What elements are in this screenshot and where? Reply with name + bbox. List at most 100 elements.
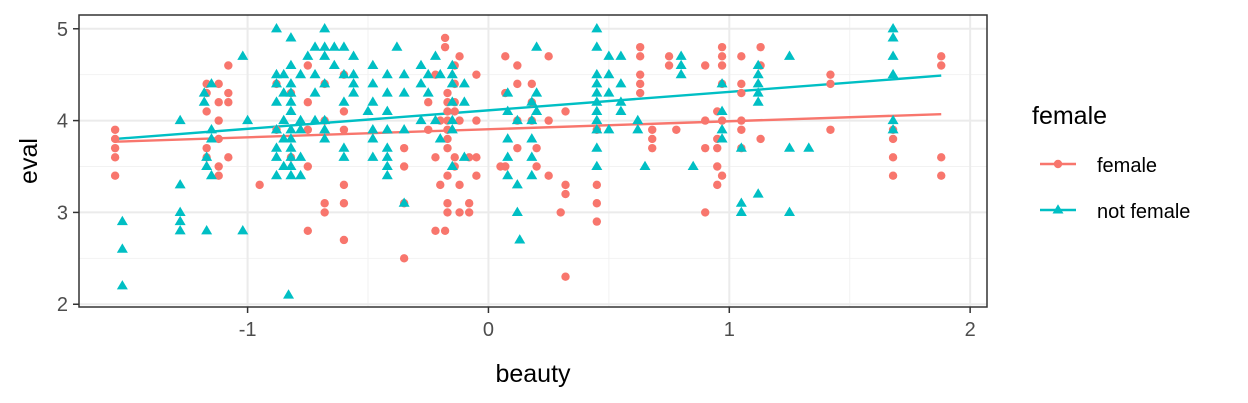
point-triangle [201, 160, 213, 171]
point-triangle [458, 96, 470, 106]
point-triangle [887, 22, 899, 33]
point-triangle [338, 96, 350, 106]
point-circle [501, 162, 510, 171]
point-triangle [615, 50, 627, 60]
point-triangle [285, 87, 297, 97]
point-triangle [270, 123, 282, 134]
point-triangle [639, 160, 651, 171]
point-triangle [603, 50, 615, 60]
point-circle [303, 162, 313, 171]
point-triangle [391, 41, 403, 51]
point-triangle [687, 160, 699, 171]
y-tick-label: 5 [57, 19, 68, 41]
point-circle [713, 162, 722, 171]
x-tick-label: 0 [483, 319, 494, 341]
point-triangle [415, 114, 427, 125]
point-circle [635, 42, 645, 52]
point-triangle [295, 114, 307, 125]
point-circle [464, 208, 474, 217]
y-tick-label: 2 [57, 294, 68, 316]
point-triangle [526, 96, 538, 106]
point-triangle [295, 68, 307, 79]
point-triangle [237, 50, 249, 60]
point-circle [214, 134, 223, 144]
point-triangle [205, 169, 217, 180]
point-circle [701, 116, 710, 125]
point-circle [717, 42, 727, 52]
point-triangle [526, 151, 538, 161]
point-triangle [632, 114, 644, 125]
x-tick-label: 1 [724, 319, 735, 341]
point-triangle [398, 197, 410, 207]
point-triangle [716, 78, 728, 88]
point-circle [556, 208, 565, 217]
point-triangle [285, 123, 297, 134]
point-triangle [302, 50, 314, 60]
point-triangle [735, 142, 747, 152]
point-triangle [295, 169, 307, 180]
point-circle [214, 162, 223, 171]
point-triangle [348, 78, 360, 88]
point-triangle [752, 78, 764, 88]
point-triangle [591, 160, 603, 171]
point-triangle [367, 123, 379, 134]
point-triangle [285, 105, 297, 115]
plot-panel-border [78, 14, 988, 308]
point-triangle [338, 68, 350, 79]
point-circle [110, 125, 120, 134]
y-tick-label: 4 [57, 111, 68, 133]
point-circle [455, 52, 464, 61]
point-triangle [752, 59, 764, 70]
point-circle [472, 116, 481, 125]
point-circle [592, 199, 602, 208]
point-triangle [429, 50, 441, 60]
point-circle [303, 98, 313, 107]
legend-key-triangle [1052, 204, 1064, 214]
point-triangle [887, 68, 899, 79]
point-circle [110, 134, 120, 144]
point-circle [513, 143, 522, 153]
point-circle [440, 33, 450, 43]
point-triangle [381, 160, 393, 171]
point-triangle [174, 179, 186, 189]
point-triangle [511, 114, 523, 125]
point-triangle [270, 68, 282, 79]
point-circle [443, 143, 452, 153]
point-triangle [174, 215, 186, 226]
point-triangle [367, 133, 379, 143]
point-triangle [367, 96, 379, 106]
point-triangle [319, 50, 331, 60]
point-triangle [632, 123, 644, 134]
point-circle [737, 88, 746, 98]
point-triangle [381, 105, 393, 115]
point-circle [532, 162, 541, 171]
point-circle [443, 199, 452, 208]
point-triangle [285, 133, 297, 143]
point-circle [464, 199, 474, 208]
point-circle [339, 180, 349, 190]
point-triangle [285, 169, 297, 180]
point-triangle [887, 50, 899, 60]
point-triangle [309, 87, 321, 97]
point-triangle [319, 41, 331, 51]
point-circle [224, 88, 233, 98]
point-triangle [526, 133, 538, 143]
point-circle [202, 143, 211, 153]
legend: female female not female [1032, 102, 1190, 223]
point-triangle [205, 133, 217, 143]
point-circle [635, 88, 645, 98]
point-circle [399, 162, 409, 171]
point-triangle [887, 123, 899, 134]
point-circle [501, 52, 510, 61]
point-circle [713, 143, 722, 153]
point-triangle [398, 87, 410, 97]
point-triangle [367, 78, 379, 88]
point-triangle [531, 41, 543, 51]
point-circle [443, 88, 452, 98]
point-triangle [511, 206, 523, 216]
point-circle [214, 98, 223, 107]
series-not-female [116, 22, 899, 299]
point-circle [561, 272, 570, 281]
point-circle [717, 61, 727, 70]
point-triangle [278, 160, 290, 171]
